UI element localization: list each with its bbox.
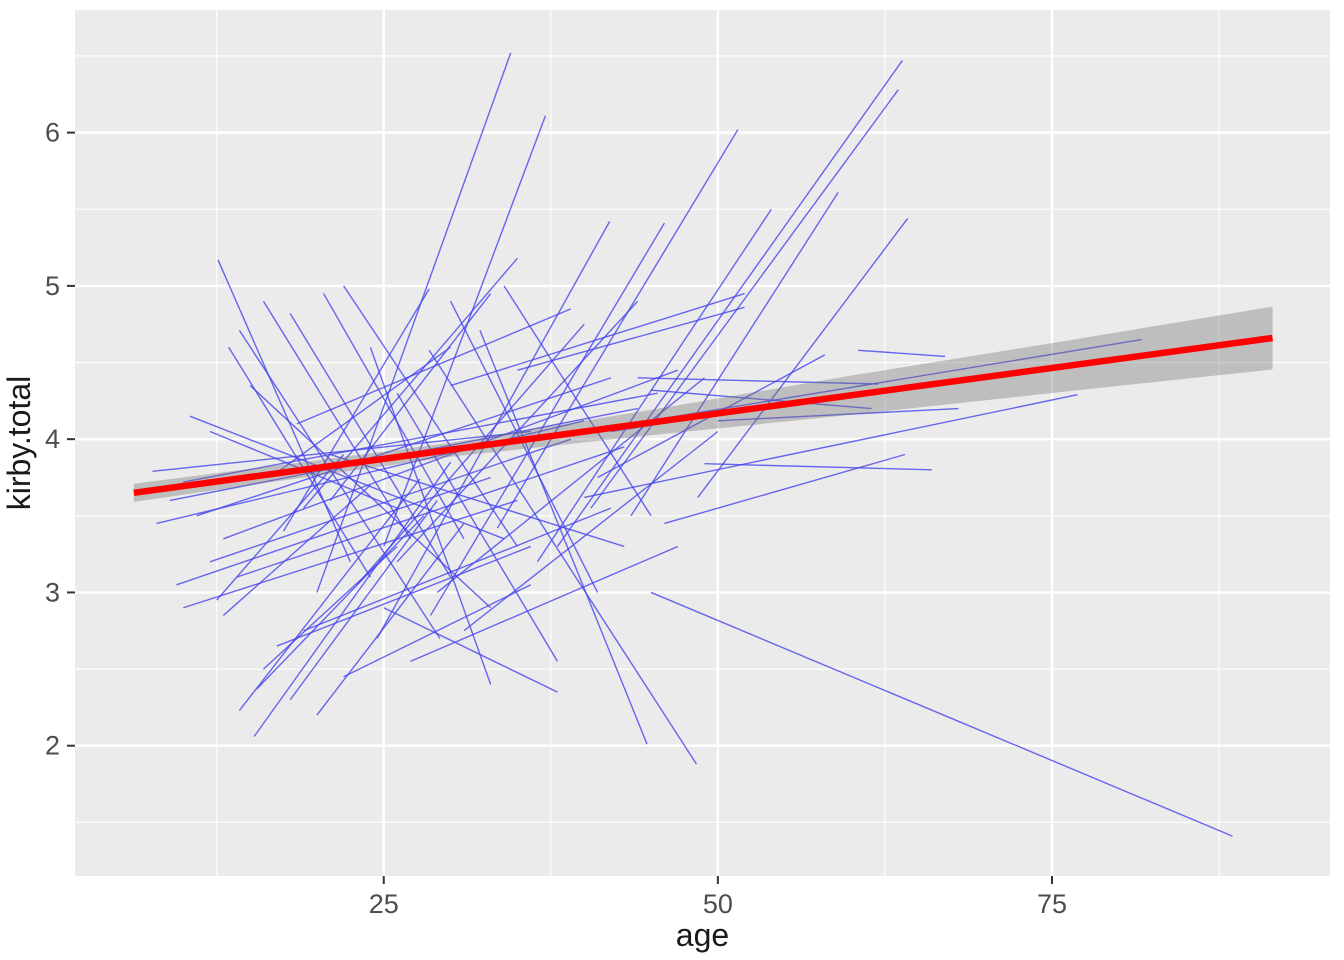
- y-axis-tick-label: 3: [45, 577, 60, 607]
- x-axis-title: age: [676, 917, 729, 953]
- y-axis-tick-label: 5: [45, 271, 60, 301]
- subject-regression-line: [356, 323, 585, 586]
- y-axis-tick-label: 2: [45, 731, 60, 761]
- x-axis-tick-label: 25: [369, 889, 399, 919]
- subject-regression-line: [262, 300, 412, 540]
- subject-regression-line: [479, 330, 648, 745]
- subject-regression-line: [704, 462, 932, 471]
- subject-regression-line: [216, 454, 345, 601]
- subject-regression-line: [330, 453, 625, 548]
- subject-regression-line: [637, 377, 879, 385]
- subject-regression-line: [223, 369, 679, 540]
- subject-regression-line: [322, 293, 465, 540]
- subject-regression-line: [176, 476, 491, 586]
- subject-regression-line: [343, 285, 518, 547]
- subject-regression-line: [152, 430, 531, 473]
- y-axis-tick-label: 6: [45, 118, 60, 148]
- subject-regression-line: [238, 478, 421, 711]
- subject-regression-line: [650, 591, 1233, 837]
- subject-regression-line: [717, 407, 959, 422]
- subject-regression-line: [383, 607, 558, 693]
- subject-regression-line: [343, 584, 532, 678]
- subject-regression-line: [463, 430, 719, 632]
- subject-regression-line: [156, 420, 585, 525]
- subject-regression-line: [396, 300, 639, 563]
- subject-regression-line: [296, 308, 572, 425]
- x-axis-tick-label: 75: [1037, 889, 1067, 919]
- subject-regression-line: [496, 129, 739, 529]
- subject-regression-line: [316, 52, 512, 593]
- subject-regression-line: [517, 306, 745, 371]
- subject-regression-line: [630, 192, 839, 517]
- subject-regression-line: [262, 545, 398, 670]
- subject-regression-line: [650, 389, 872, 410]
- subject-regression-line: [503, 285, 652, 517]
- subject-regression-line: [858, 349, 946, 358]
- subject-regression-line: [236, 446, 625, 578]
- x-axis-tick-label: 50: [703, 889, 733, 919]
- subject-regression-line: [536, 208, 772, 563]
- subject-regression-line: [222, 484, 371, 616]
- subject-regression-line: [282, 288, 430, 532]
- subject-regression-line: [303, 507, 612, 632]
- subject-regression-line: [396, 392, 559, 662]
- subject-regression-line: [584, 394, 1078, 499]
- y-axis-tick-label: 4: [45, 424, 60, 454]
- subject-regression-line: [450, 292, 745, 387]
- subject-regression-line: [276, 545, 532, 647]
- subject-regression-line: [217, 259, 351, 563]
- subject-regression-line: [196, 377, 612, 517]
- subject-regression-line: [369, 346, 492, 685]
- subject-regression-line: [228, 346, 371, 578]
- subject-regression-line: [183, 392, 658, 483]
- subject-regression-line: [383, 115, 547, 547]
- subject-regression-line: [256, 515, 425, 690]
- subject-regression-line: [590, 89, 899, 509]
- subject-regression-line: [697, 218, 909, 498]
- subject-regression-line: [253, 461, 452, 737]
- subject-regression-line: [556, 60, 903, 547]
- y-axis-title: kirby.total: [1, 376, 37, 511]
- overall-regression-line: [133, 334, 1273, 497]
- subject-regression-line: [376, 221, 611, 639]
- subject-regression-line: [183, 499, 518, 609]
- subject-regression-line: [209, 438, 572, 563]
- subject-regression-line: [664, 453, 906, 525]
- subject-regression-line: [428, 349, 698, 765]
- subject-regression-line: [289, 500, 438, 701]
- subject-regression-line: [316, 523, 465, 716]
- subject-regression-line: [436, 377, 705, 593]
